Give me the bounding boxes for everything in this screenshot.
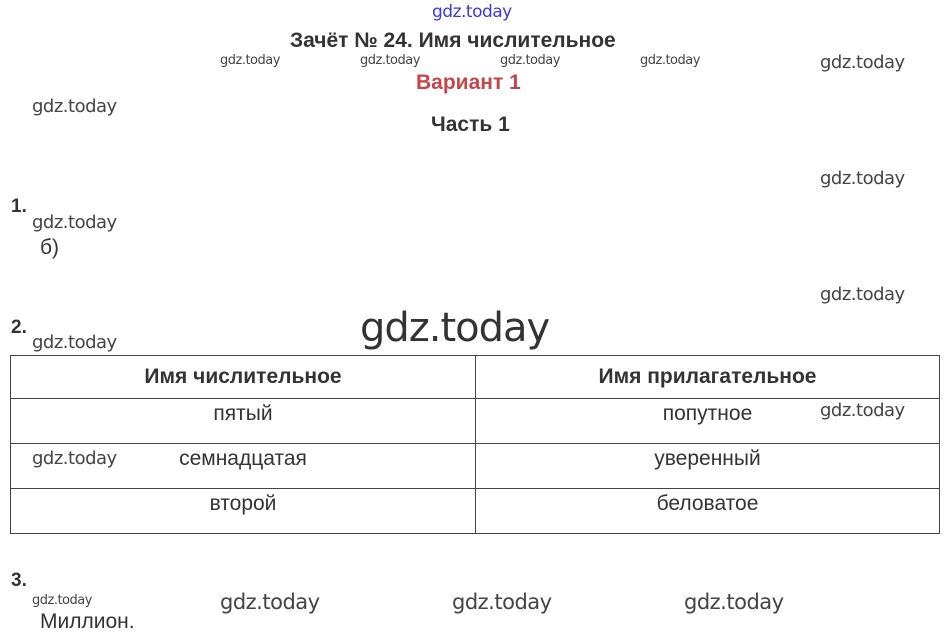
table-cell: семнадцатая bbox=[10, 443, 476, 489]
table-cell: второй bbox=[10, 488, 476, 534]
table-row: семнадцатая уверенный bbox=[10, 443, 940, 489]
table-cell: попутное bbox=[475, 398, 940, 444]
watermark: gdz.today bbox=[820, 168, 905, 189]
task-2-number: 2. bbox=[11, 317, 27, 338]
table-cell: беловатое bbox=[475, 488, 940, 534]
table-row: второй беловатое bbox=[10, 488, 940, 534]
watermark: gdz.today bbox=[820, 284, 905, 305]
task-1-number: 1. bbox=[11, 196, 27, 217]
column-header: Имя числительное bbox=[10, 355, 476, 399]
watermark: gdz.today bbox=[32, 96, 117, 117]
watermark: gdz.today bbox=[432, 2, 512, 22]
page-title: Зачёт № 24. Имя числительное bbox=[290, 29, 616, 52]
watermark: gdz.today bbox=[360, 305, 550, 351]
task-1-answer: б) bbox=[40, 236, 60, 259]
table-cell: уверенный bbox=[475, 443, 940, 489]
table-cell: пятый bbox=[10, 398, 476, 444]
watermark: gdz.today bbox=[360, 53, 420, 68]
part-heading: Часть 1 bbox=[431, 113, 510, 136]
watermark: gdz.today bbox=[32, 332, 117, 353]
watermark: gdz.today bbox=[820, 400, 905, 421]
watermark: gdz.today bbox=[32, 212, 117, 233]
watermark: gdz.today bbox=[820, 52, 905, 73]
watermark: gdz.today bbox=[32, 593, 92, 608]
comparison-table: Имя числительное Имя прилагательное пяты… bbox=[10, 355, 940, 534]
watermark: gdz.today bbox=[684, 590, 784, 614]
watermark: gdz.today bbox=[640, 53, 700, 68]
watermark: gdz.today bbox=[452, 590, 552, 614]
watermark: gdz.today bbox=[500, 53, 560, 68]
task-3-number: 3. bbox=[11, 570, 27, 591]
watermark: gdz.today bbox=[220, 590, 320, 614]
column-header: Имя прилагательное bbox=[475, 355, 940, 399]
watermark: gdz.today bbox=[32, 448, 117, 469]
variant-heading: Вариант 1 bbox=[416, 71, 521, 94]
table-header-row: Имя числительное Имя прилагательное bbox=[10, 355, 940, 399]
table-row: пятый попутное bbox=[10, 398, 940, 444]
task-3-answer: Миллион. bbox=[40, 610, 135, 633]
watermark: gdz.today bbox=[220, 53, 280, 68]
